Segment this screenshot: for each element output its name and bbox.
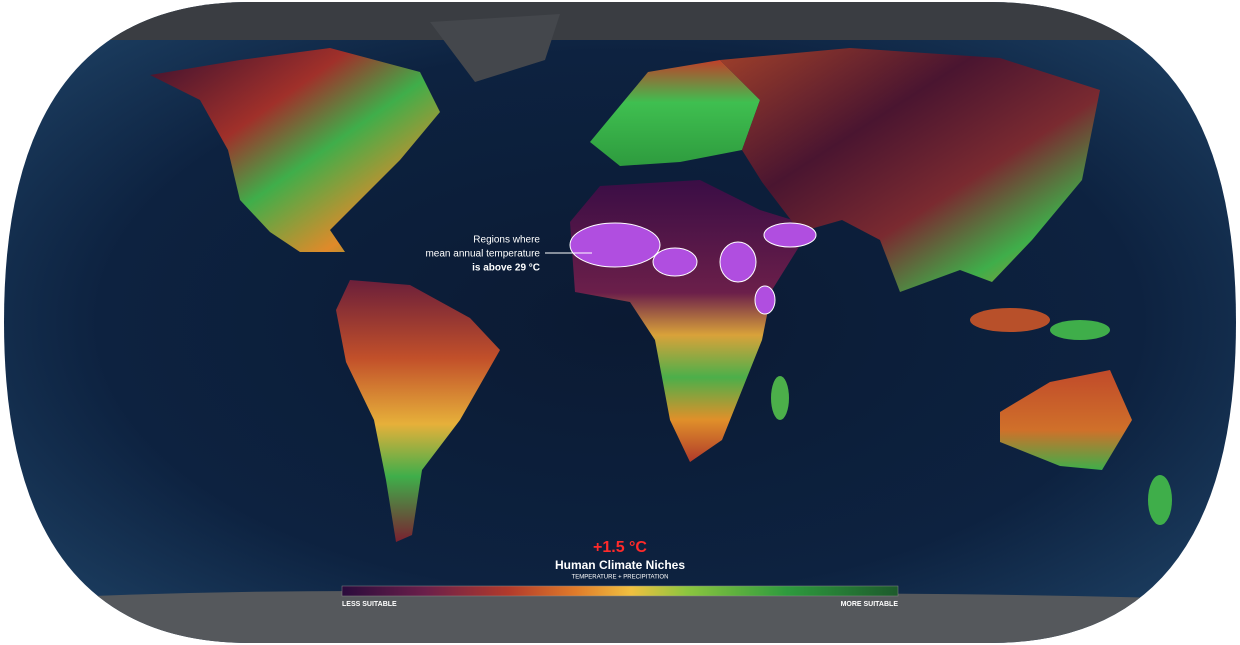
- annotation-line: Regions where: [473, 235, 540, 246]
- australia: [1000, 370, 1132, 470]
- hot-region: [763, 222, 817, 248]
- antarctica: [4, 591, 1236, 643]
- scenario: +1.5 °C: [593, 539, 647, 556]
- arctic: [4, 2, 1236, 40]
- color-scale: [341, 585, 899, 597]
- hot-region: [719, 241, 757, 283]
- hot-region: [569, 222, 661, 268]
- new-zealand: [1148, 475, 1172, 525]
- islands: [970, 308, 1050, 332]
- annotation-line: mean annual temperature: [425, 249, 540, 260]
- legend-title: Human Climate Niches: [555, 558, 685, 572]
- hot-region: [754, 285, 776, 315]
- asia: [720, 48, 1100, 292]
- greenland: [430, 14, 560, 82]
- legend-high-label: MORE SUITABLE: [841, 601, 899, 608]
- north-america: [150, 48, 440, 252]
- legend-low-label: LESS SUITABLE: [342, 601, 397, 608]
- hot-region: [652, 247, 698, 277]
- annotation-line: is above 29 °C: [472, 263, 540, 274]
- legend-subtitle: TEMPERATURE + PRECIPITATION: [572, 575, 669, 581]
- south-america: [336, 280, 500, 542]
- hot-regions: [569, 222, 817, 315]
- europe: [590, 60, 760, 166]
- islands: [1050, 320, 1110, 340]
- madagascar: [771, 376, 789, 420]
